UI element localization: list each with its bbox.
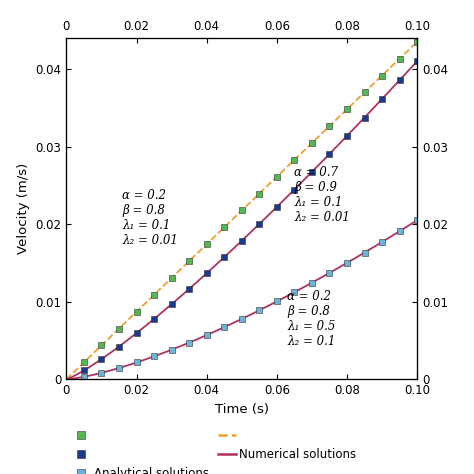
Legend: , , Analytical solutions, , Numerical solutions: , , Analytical solutions, , Numerical so… [72,429,356,474]
Y-axis label: Velocity (m/s): Velocity (m/s) [17,163,30,254]
Text: α = 0.2
β = 0.8
λ₁ = 0.5
λ₂ = 0.1: α = 0.2 β = 0.8 λ₁ = 0.5 λ₂ = 0.1 [287,290,336,348]
Text: α = 0.7
β = 0.9
λ₁ = 0.1
λ₂ = 0.01: α = 0.7 β = 0.9 λ₁ = 0.1 λ₂ = 0.01 [294,166,350,224]
Text: α = 0.2
β = 0.8
λ₁ = 0.1
λ₂ = 0.01: α = 0.2 β = 0.8 λ₁ = 0.1 λ₂ = 0.01 [122,189,178,247]
X-axis label: Time (s): Time (s) [215,402,269,416]
